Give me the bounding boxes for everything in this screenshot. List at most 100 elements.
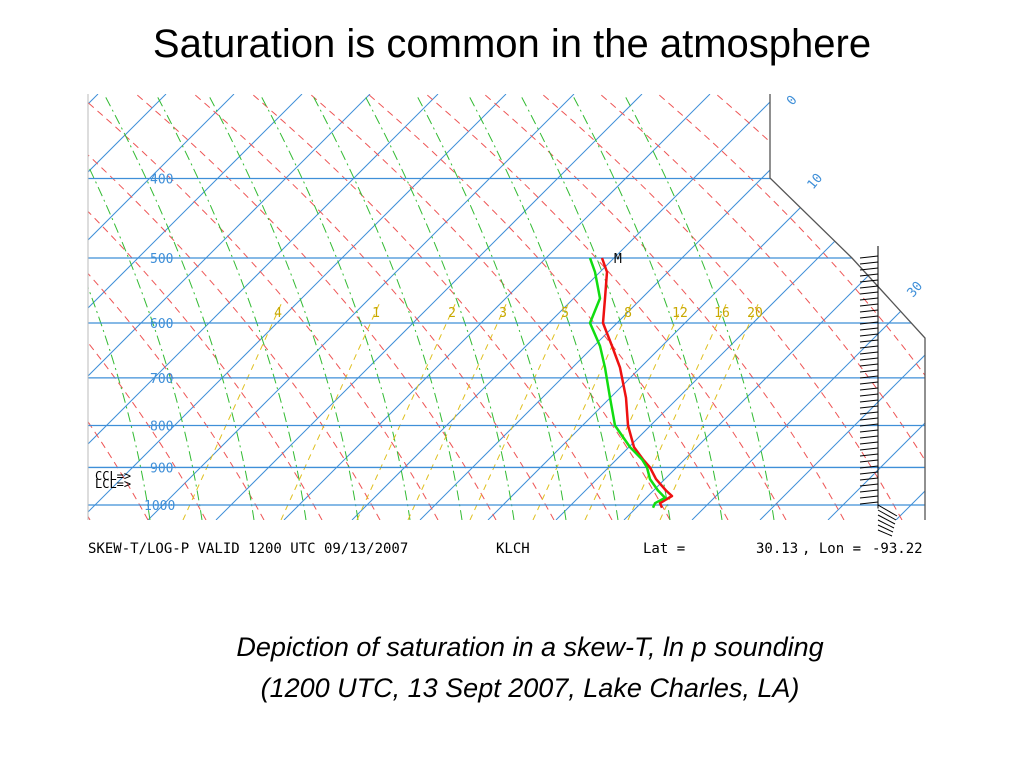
mixing-ratio-line <box>280 299 382 520</box>
wind-barb <box>859 369 879 373</box>
wind-barb <box>859 315 879 319</box>
frame-right-edge <box>769 94 926 520</box>
wind-barb <box>859 255 879 259</box>
mixing-ratio-line <box>532 299 634 520</box>
wind-barb <box>859 351 879 355</box>
height-scale-labels: 0 10 30 <box>784 93 926 301</box>
dry-adiabat <box>367 94 729 520</box>
wind-barb <box>859 285 879 289</box>
wind-barbs <box>859 246 898 537</box>
wind-barb <box>859 441 879 445</box>
dry-adiabat <box>1006 94 1024 520</box>
sounding-profiles <box>588 257 674 509</box>
moist-adiabat <box>88 94 203 520</box>
dewpoint-profile <box>588 257 667 509</box>
isotherm-line <box>88 94 235 520</box>
height-scale-label: 0 <box>784 93 801 109</box>
wind-barb <box>859 483 879 487</box>
dry-adiabat <box>773 94 925 520</box>
wind-barb <box>859 411 879 415</box>
dry-adiabat <box>135 94 497 520</box>
mixing-ratio-label: 5 <box>561 306 569 321</box>
chart-footer: SKEW-T/LOG-P VALID 1200 UTC 09/13/2007 KL… <box>88 541 923 557</box>
mixing-ratio-label: 16 <box>714 306 730 321</box>
moist-adiabat <box>88 94 151 520</box>
caption-line-1: Depiction of saturation in a skew-T, ln … <box>236 632 824 662</box>
wind-barb <box>859 279 879 283</box>
wind-barb-surface <box>877 524 894 533</box>
wind-barb-surface <box>877 519 895 529</box>
pressure-label-600: 600 <box>150 317 173 332</box>
mixing-ratio-line <box>182 299 284 520</box>
wind-barb <box>859 273 879 277</box>
wind-barb <box>859 333 879 337</box>
wind-barb <box>859 327 879 331</box>
mixing-ratio-line <box>627 299 729 520</box>
moist-adiabat <box>311 94 463 520</box>
height-scale-label: 10 <box>805 171 827 193</box>
pressure-label-800: 800 <box>150 419 173 434</box>
mixing-ratio-line <box>659 299 761 520</box>
moist-adiabat <box>623 94 775 520</box>
level-marker: CCL=> <box>95 469 131 483</box>
wind-barb <box>859 429 879 433</box>
wind-barb <box>859 399 879 403</box>
wind-barb <box>859 477 879 481</box>
wind-barb <box>859 447 879 451</box>
isotherm-line <box>827 94 925 520</box>
isotherm-line <box>759 94 925 520</box>
isotherm-line <box>623 94 925 520</box>
dry-adiabat <box>88 94 149 520</box>
dry-adiabat <box>541 94 903 520</box>
moist-adiabat <box>207 94 359 520</box>
wind-barb <box>859 375 879 379</box>
wind-barb <box>859 495 879 499</box>
isotherm-line <box>88 94 99 520</box>
isotherm-line <box>283 94 711 520</box>
isotherm-line <box>88 94 439 520</box>
dry-adiabat <box>0 94 32 520</box>
moist-adiabat <box>259 94 411 520</box>
wind-barb <box>859 321 879 325</box>
moist-adiabat <box>103 94 255 520</box>
wind-barb <box>859 465 879 469</box>
annotations: M CCL=>LCL=> <box>95 252 622 491</box>
pressure-labels: 400 500 600 700 800 900 1000 <box>144 172 175 514</box>
footer-lat-label: Lat = <box>643 541 685 557</box>
pressure-label-500: 500 <box>150 252 173 267</box>
mixing-ratio-line <box>356 299 458 520</box>
temperature-profile <box>600 257 674 509</box>
isotherm-line <box>88 94 371 520</box>
moist-adiabat <box>519 94 671 520</box>
mixing-ratio-line <box>469 299 571 520</box>
footer-station: KLCH <box>496 541 530 557</box>
wind-barb <box>859 303 879 307</box>
dry-adiabat <box>88 94 381 520</box>
pressure-label-1000: 1000 <box>144 499 175 514</box>
mixing-ratio-label: 4 <box>274 306 282 321</box>
pressure-label-900: 900 <box>150 461 173 476</box>
mixing-ratio-label: 3 <box>499 306 507 321</box>
moist-adiabat <box>415 94 567 520</box>
pressure-label-700: 700 <box>150 372 173 387</box>
dry-adiabat <box>251 94 613 520</box>
dry-adiabat <box>88 94 91 520</box>
wind-barb <box>859 297 879 301</box>
wind-barb <box>859 471 879 475</box>
dry-adiabat <box>88 94 439 520</box>
isotherm-line <box>88 94 507 520</box>
wind-barb-surface <box>877 514 896 525</box>
isotherm-line <box>691 94 925 520</box>
dry-adiabat <box>309 94 671 520</box>
dry-adiabat <box>193 94 555 520</box>
dry-adiabat <box>483 94 845 520</box>
pressure-label-400: 400 <box>150 172 173 187</box>
dry-adiabat <box>948 94 1024 520</box>
isotherm-line <box>895 94 925 520</box>
wind-barb <box>859 387 879 391</box>
footer-lat: 30.13 <box>756 541 798 557</box>
dry-adiabat <box>425 94 787 520</box>
mixing-ratio-line <box>584 299 686 520</box>
mixing-ratio-label: 2 <box>448 306 456 321</box>
